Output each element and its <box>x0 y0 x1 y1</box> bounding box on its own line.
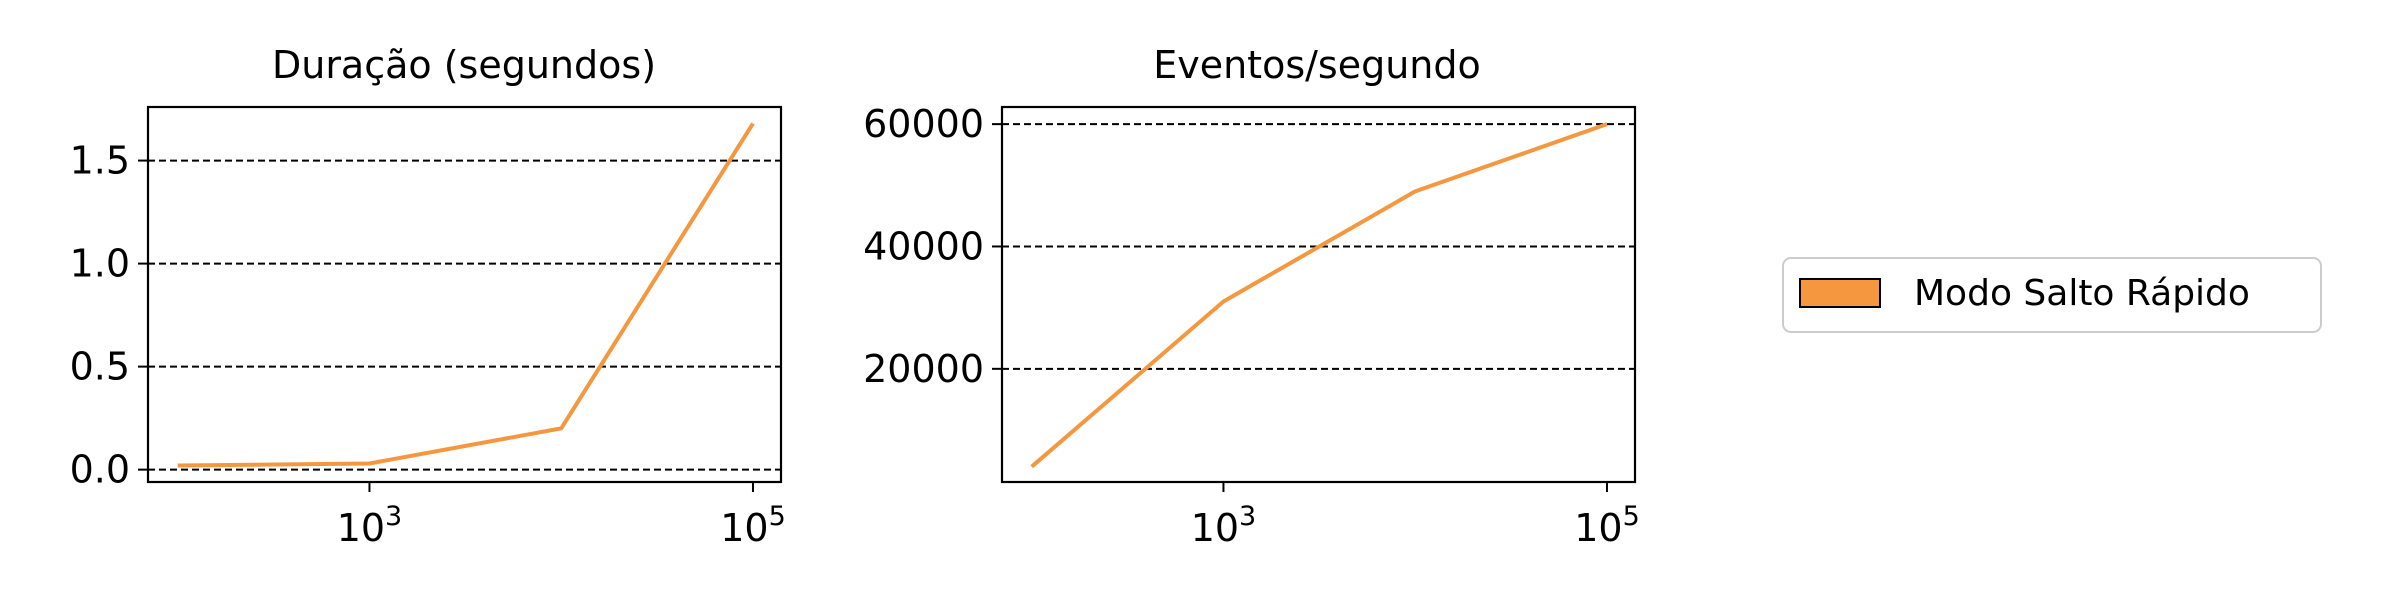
legend: Modo Salto Rápido <box>1782 257 2322 333</box>
duration-panel-title: Duração (segundos) <box>272 43 656 87</box>
duration-y-tick-label: 1.0 <box>70 242 130 286</box>
events-panel-title: Eventos/segundo <box>1153 43 1481 87</box>
duration-y-tick-label: 0.0 <box>70 448 130 492</box>
events-x-tick-label: 105 <box>1574 501 1640 550</box>
duration-series-line <box>177 122 755 468</box>
legend-label: Modo Salto Rápido <box>1914 273 2250 314</box>
duration-x-tick-label: 103 <box>337 501 403 550</box>
duration-series <box>177 122 755 468</box>
legend-frame <box>1782 257 2322 333</box>
events-x-tick-base: 10 <box>1191 506 1239 550</box>
events-x-tick-exponent: 3 <box>1239 501 1256 532</box>
events-x-tick-label: 103 <box>1191 501 1257 550</box>
events-series-line <box>1030 122 1608 469</box>
events-x-tick-base: 10 <box>1574 506 1622 550</box>
events-x-tick-exponent: 5 <box>1623 501 1640 532</box>
events-y-ticks: 20000 40000 60000 <box>863 102 1002 391</box>
events-gridlines <box>1002 123 1635 370</box>
events-plot-frame <box>1000 105 1637 484</box>
duration-x-ticks: 103 105 <box>337 482 786 550</box>
duration-y-ticks: 0.0 0.5 1.0 1.5 <box>70 139 148 492</box>
events-y-tick-label: 40000 <box>863 224 984 268</box>
duration-plot-frame <box>146 105 783 484</box>
events-y-tick-label: 20000 <box>863 347 984 391</box>
duration-x-tick-base: 10 <box>337 506 385 550</box>
events-y-tick-label: 60000 <box>863 102 984 146</box>
duration-gridlines <box>148 159 781 471</box>
duration-x-tick-exponent: 5 <box>769 501 786 532</box>
duration-x-tick-exponent: 3 <box>385 501 402 532</box>
duration-x-tick-label: 105 <box>720 501 786 550</box>
duration-y-tick-label: 0.5 <box>70 345 130 389</box>
legend-swatch <box>1799 278 1881 308</box>
duration-y-tick-label: 1.5 <box>70 139 130 183</box>
duration-x-tick-base: 10 <box>720 506 768 550</box>
events-series <box>1030 122 1608 469</box>
events-x-ticks: 103 105 <box>1191 482 1640 550</box>
duration-panel: Duração (segundos) 0.00.51.01.5 103 105 <box>70 43 786 550</box>
